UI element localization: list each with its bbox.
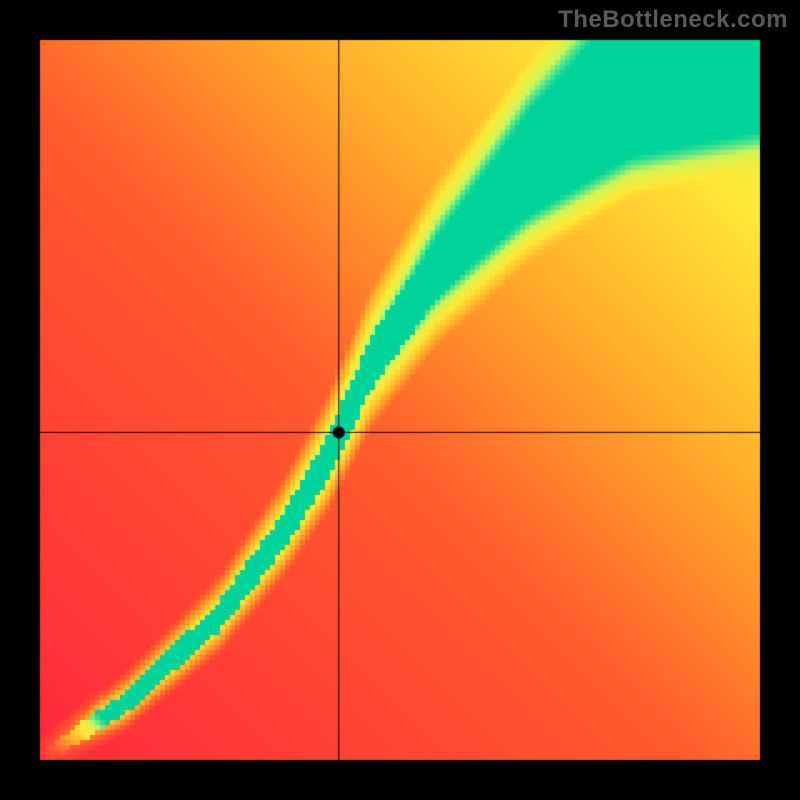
heatmap-canvas xyxy=(0,0,800,800)
chart-container: TheBottleneck.com xyxy=(0,0,800,800)
watermark-text: TheBottleneck.com xyxy=(558,6,788,34)
